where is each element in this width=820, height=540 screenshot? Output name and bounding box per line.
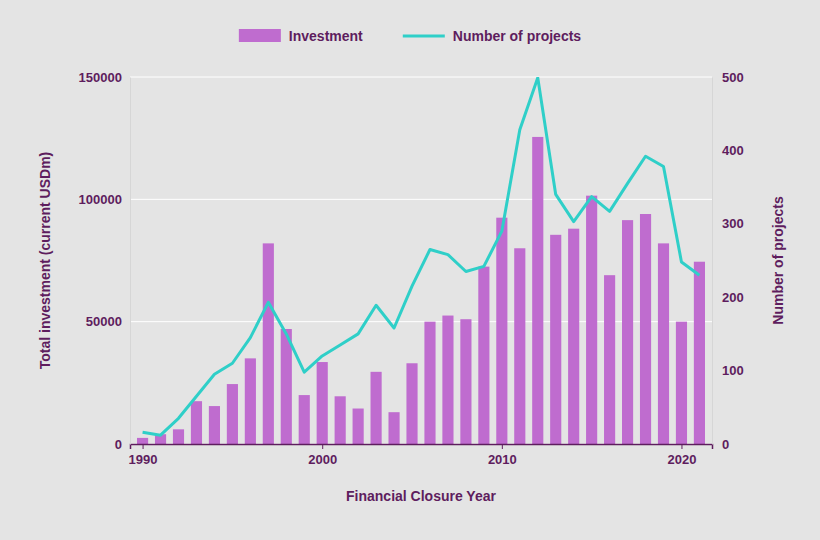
tick-label: 50000 (86, 314, 122, 329)
tick: 300 (712, 216, 744, 231)
tick-label: 100000 (79, 192, 122, 207)
tick: 500 (712, 70, 744, 85)
tick-label: 2020 (668, 452, 697, 467)
tick: 0 (115, 437, 130, 452)
tick: 400 (712, 143, 744, 158)
axis-line (130, 78, 131, 445)
bar (173, 429, 184, 444)
bar (622, 220, 633, 444)
bar (299, 395, 310, 444)
bar (353, 409, 364, 444)
tick-label: 200 (722, 290, 744, 305)
tick: 1990 (129, 444, 158, 467)
bar (424, 322, 435, 444)
bar (209, 406, 220, 444)
tick: 100000 (79, 192, 130, 207)
tick: 50000 (86, 314, 130, 329)
legend: Investment Number of projects (239, 28, 581, 44)
y2-axis: 0 100 200 300 400 500 (712, 70, 744, 452)
bar (568, 229, 579, 444)
tick-mark (322, 444, 323, 449)
tick-mark (502, 444, 503, 449)
tick-label: 0 (722, 437, 729, 452)
tick-label: 1990 (129, 452, 158, 467)
bar (388, 412, 399, 444)
bar (658, 243, 669, 444)
bar (676, 322, 687, 444)
legend-label: Number of projects (453, 28, 582, 44)
chart: 1990 2000 2010 2020 0 50000 100000 150000 0 100 20… (0, 0, 820, 540)
bar (317, 362, 328, 444)
bar (406, 363, 417, 444)
x-axis: 1990 2000 2010 2020 (129, 444, 713, 467)
bar (263, 243, 274, 444)
bar (514, 248, 525, 444)
axis-line (131, 445, 713, 450)
legend-label: Investment (289, 28, 363, 44)
y-axis-title: Total investment (current USDm) (37, 152, 53, 370)
bar (137, 438, 148, 444)
tick-label: 300 (722, 216, 744, 231)
tick-label: 150000 (79, 70, 122, 85)
bar (550, 235, 561, 444)
bar (532, 137, 543, 444)
tick: 0 (712, 437, 729, 452)
bar (191, 401, 202, 444)
bar (281, 329, 292, 444)
tick: 200 (712, 290, 744, 305)
grid-line (130, 199, 712, 200)
bar (442, 316, 453, 444)
tick-label: 400 (722, 143, 744, 158)
tick-label: 100 (722, 363, 744, 378)
legend-item: Investment (239, 28, 363, 44)
legend-item: Number of projects (403, 28, 582, 44)
tick: 150000 (79, 70, 130, 85)
bar (371, 372, 382, 444)
bar (640, 214, 651, 444)
bar (496, 218, 507, 444)
line (143, 78, 700, 435)
grid-line (130, 77, 712, 78)
grid (130, 77, 712, 444)
y-axis: 0 50000 100000 150000 (79, 70, 131, 452)
legend-swatch (403, 35, 445, 38)
axis-line (712, 78, 713, 445)
legend-swatch (239, 29, 281, 42)
tick: 2010 (488, 444, 517, 467)
bars (137, 137, 705, 444)
bar (245, 358, 256, 444)
bar (460, 319, 471, 444)
tick: 2020 (668, 444, 697, 467)
bar (694, 262, 705, 444)
tick-label: 500 (722, 70, 744, 85)
bar (604, 275, 615, 444)
tick: 100 (712, 363, 744, 378)
y2-axis-title: Number of projects (770, 196, 786, 325)
tick-label: 0 (115, 437, 122, 452)
bar (586, 196, 597, 444)
bar (478, 267, 489, 444)
tick-label: 2000 (308, 452, 337, 467)
x-axis-title: Financial Closure Year (346, 488, 496, 504)
background (0, 0, 820, 540)
bar (335, 396, 346, 444)
tick-mark (681, 444, 682, 449)
tick: 2000 (308, 444, 337, 467)
tick-label: 2010 (488, 452, 517, 467)
tick-mark (143, 444, 144, 449)
bar (227, 384, 238, 444)
plot-area (137, 78, 705, 444)
